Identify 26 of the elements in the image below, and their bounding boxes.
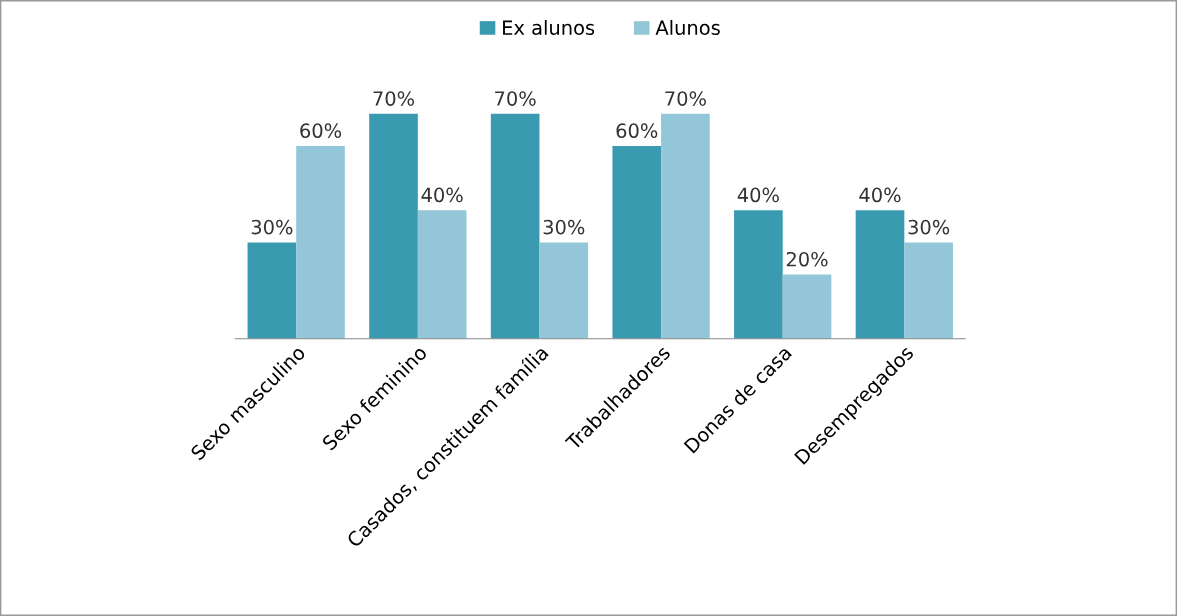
data-label: 70% <box>495 91 536 106</box>
data-label: 40% <box>859 187 901 203</box>
bar <box>904 242 953 339</box>
bar <box>490 113 540 339</box>
data-label: 30% <box>251 219 293 235</box>
data-label: 60% <box>300 123 342 139</box>
data-label: 20% <box>786 251 828 267</box>
bar <box>296 145 345 339</box>
legend-label: Alunos <box>655 19 720 36</box>
bar <box>661 113 710 339</box>
bar <box>369 113 418 339</box>
bar <box>612 145 662 339</box>
bar <box>782 274 832 339</box>
data-label: 70% <box>665 91 706 106</box>
bar <box>734 210 783 339</box>
data-label: 60% <box>616 123 658 139</box>
data-label: 70% <box>373 91 415 106</box>
bar <box>417 210 467 339</box>
bar <box>247 242 297 339</box>
data-label: 40% <box>737 187 779 203</box>
bar <box>539 242 589 339</box>
bar <box>855 210 905 339</box>
legend-label: Ex alunos <box>503 19 595 36</box>
data-label: 30% <box>543 219 585 235</box>
data-label: 40% <box>421 187 463 203</box>
data-label: 30% <box>908 219 950 235</box>
